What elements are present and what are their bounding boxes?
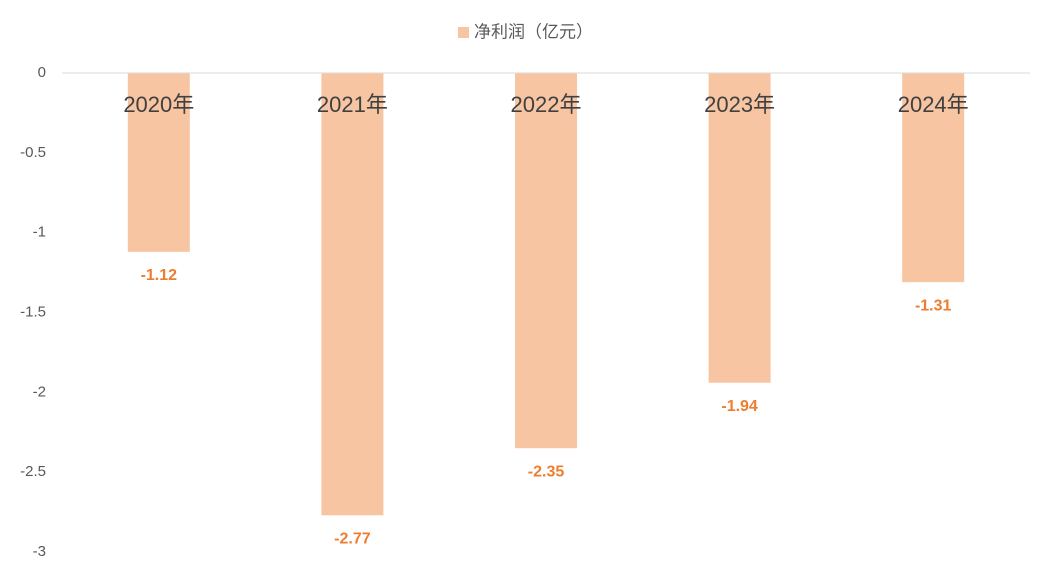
y-tick-label: -1.5: [20, 303, 46, 320]
value-label: -2.35: [528, 463, 565, 480]
x-tick-label: 2021年: [317, 92, 388, 117]
x-tick-label: 2020年: [123, 92, 194, 117]
value-label: -1.12: [141, 267, 178, 284]
x-tick-label: 2023年: [704, 92, 775, 117]
y-tick-label: -2: [33, 383, 46, 400]
x-tick-label: 2024年: [898, 92, 969, 117]
bar: [127, 73, 190, 252]
value-label: -1.31: [915, 297, 952, 314]
bar: [515, 73, 577, 449]
value-label: -2.77: [334, 530, 371, 547]
value-label: -1.94: [721, 398, 758, 415]
legend-label: 净利润（亿元）: [474, 22, 593, 41]
y-tick-label: -0.5: [20, 144, 46, 161]
x-tick-label: 2022年: [511, 92, 582, 117]
legend-swatch: [458, 27, 469, 38]
bar: [708, 73, 771, 383]
bar: [902, 73, 965, 283]
bar: [321, 73, 384, 516]
y-tick-label: -3: [33, 543, 46, 560]
y-tick-label: 0: [38, 64, 46, 81]
y-tick-label: -1: [33, 224, 46, 241]
y-tick-label: -2.5: [20, 463, 46, 480]
